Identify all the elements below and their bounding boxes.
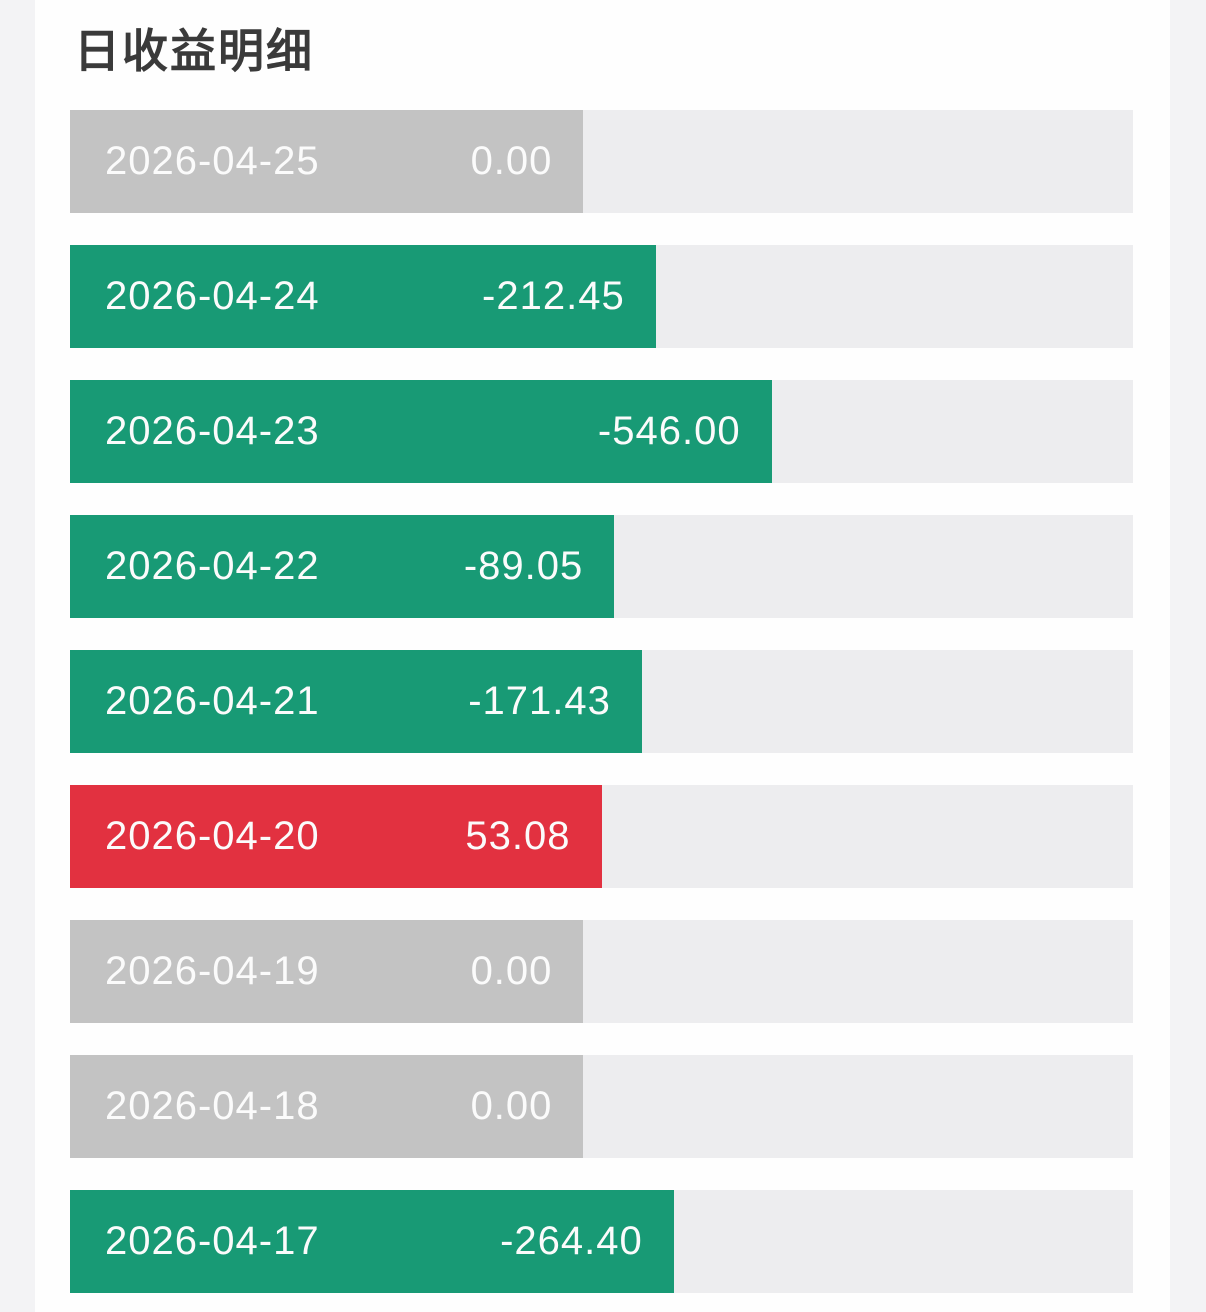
daily-profit-bar[interactable]: 2026-04-17 -264.40 [70, 1190, 674, 1293]
bar-value-label: -171.43 [468, 679, 611, 723]
bar-row[interactable]: 2026-04-19 0.00 [70, 920, 1133, 1023]
bar-value-label: -89.05 [463, 544, 584, 588]
bar-date-label: 2026-04-24 [105, 274, 320, 318]
daily-profit-bar[interactable]: 2026-04-24 -212.45 [70, 245, 656, 348]
bar-date-label: 2026-04-25 [105, 139, 320, 183]
bar-date-label: 2026-04-19 [105, 949, 320, 993]
daily-profit-bar[interactable]: 2026-04-18 0.00 [70, 1055, 584, 1158]
bar-row[interactable]: 2026-04-24 -212.45 [70, 245, 1133, 348]
bar-value-label: -546.00 [597, 409, 741, 453]
daily-profit-bar[interactable]: 2026-04-20 53.08 [70, 785, 602, 888]
bar-value-label: 0.00 [470, 949, 553, 993]
daily-profit-card: 日收益明细 2026-04-25 0.00 2026-04-24 -212.45… [35, 0, 1170, 1312]
bar-value-label: 0.00 [470, 139, 553, 183]
bar-row[interactable]: 2026-04-21 -171.43 [70, 650, 1133, 753]
daily-profit-bar[interactable]: 2026-04-21 -171.43 [70, 650, 642, 753]
bar-row[interactable]: 2026-04-18 0.00 [70, 1055, 1133, 1158]
daily-profit-bar[interactable]: 2026-04-23 -546.00 [70, 380, 772, 483]
bar-row[interactable]: 2026-04-17 -264.40 [70, 1190, 1133, 1293]
bar-date-label: 2026-04-23 [105, 409, 320, 453]
bar-row[interactable]: 2026-04-22 -89.05 [70, 515, 1133, 618]
bar-value-label: 0.00 [470, 1084, 553, 1128]
bar-row[interactable]: 2026-04-23 -546.00 [70, 380, 1133, 483]
bar-date-label: 2026-04-21 [105, 679, 320, 723]
bar-date-label: 2026-04-18 [105, 1084, 320, 1128]
daily-profit-bar[interactable]: 2026-04-25 0.00 [70, 110, 584, 213]
bar-row[interactable]: 2026-04-25 0.00 [70, 110, 1133, 213]
bar-value-label: -212.45 [482, 274, 625, 318]
bar-value-label: 53.08 [465, 814, 571, 858]
bar-date-label: 2026-04-17 [105, 1219, 320, 1263]
bar-row[interactable]: 2026-04-20 53.08 [70, 785, 1133, 888]
daily-profit-bar[interactable]: 2026-04-22 -89.05 [70, 515, 615, 618]
daily-profit-bar[interactable]: 2026-04-19 0.00 [70, 920, 584, 1023]
bar-date-label: 2026-04-20 [105, 814, 320, 858]
bar-value-label: -264.40 [500, 1219, 643, 1263]
bar-date-label: 2026-04-22 [105, 544, 320, 588]
page-title: 日收益明细 [74, 25, 314, 77]
